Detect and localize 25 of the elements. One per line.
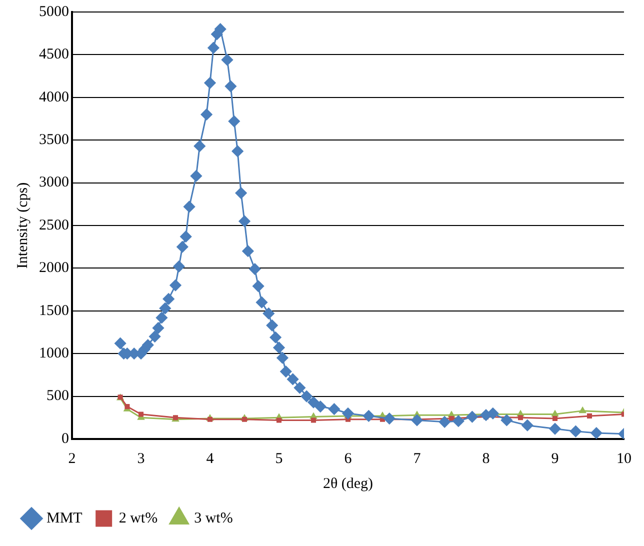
y-axis-title: Intensity (cps)	[14, 182, 31, 269]
x-tick-label: 9	[551, 450, 559, 467]
x-tick-label: 8	[482, 450, 490, 467]
y-tick-label: 0	[62, 430, 69, 447]
y-tick-label: 1500	[39, 302, 69, 319]
x-tick-label: 5	[275, 450, 283, 467]
y-tick-label: 4000	[39, 89, 69, 106]
y-tick-label: 500	[46, 388, 69, 404]
x-tick-label: 3	[137, 450, 145, 467]
y-tick-label: 2500	[39, 217, 69, 234]
x-tick-label: 10	[616, 450, 632, 467]
legend-label: MMT	[46, 510, 82, 526]
x-axis-title: 2θ (deg)	[322, 476, 374, 492]
legend-label: 3 wt%	[194, 510, 233, 526]
y-tick-label: 3000	[39, 174, 69, 191]
y-tick-label: 5000	[39, 4, 69, 20]
y-tick-label: 4500	[39, 46, 69, 63]
x-tick-label: 4	[206, 450, 214, 467]
x-tick-label: 2	[68, 450, 76, 467]
y-tick-label: 2000	[39, 260, 69, 276]
y-tick-label: 3500	[39, 132, 69, 148]
y-tick-label: 1000	[39, 346, 69, 362]
legend-label: 2 wt%	[118, 510, 158, 526]
x-tick-label: 6	[344, 450, 352, 467]
x-tick-label: 7	[413, 450, 422, 467]
